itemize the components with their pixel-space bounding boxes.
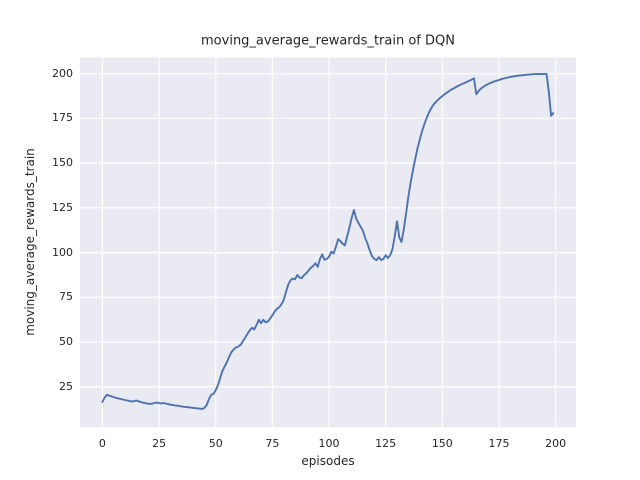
- y-tick-label-150: 150: [52, 156, 73, 170]
- grid-lines: [80, 57, 576, 428]
- y-axis-label: moving_average_rewards_train: [23, 148, 37, 336]
- x-tick-label-175: 175: [488, 437, 510, 450]
- x-axis-label: episodes: [301, 454, 355, 468]
- x-tick-label-50: 50: [208, 437, 223, 450]
- reward-line-series: [101, 72, 555, 410]
- x-tick-label-100: 100: [318, 437, 340, 450]
- y-tick-label-75: 75: [59, 290, 73, 304]
- x-tick-label-25: 25: [152, 437, 167, 450]
- chart-title: moving_average_rewards_train of DQN: [201, 33, 455, 49]
- y-tick-label-25: 25: [59, 379, 73, 393]
- y-tick-label-50: 50: [59, 335, 73, 349]
- x-tick-label-200: 200: [545, 437, 567, 450]
- x-tick-label-125: 125: [375, 437, 397, 450]
- y-tick-label-100: 100: [52, 245, 73, 259]
- y-tick-label-125: 125: [52, 200, 73, 214]
- x-tick-label-0: 0: [98, 437, 106, 450]
- x-tick-label-150: 150: [431, 437, 453, 450]
- y-tick-label-200: 200: [52, 66, 73, 80]
- y-tick-label-175: 175: [52, 111, 73, 125]
- x-tick-label-75: 75: [265, 437, 280, 450]
- plot-background: [80, 57, 576, 428]
